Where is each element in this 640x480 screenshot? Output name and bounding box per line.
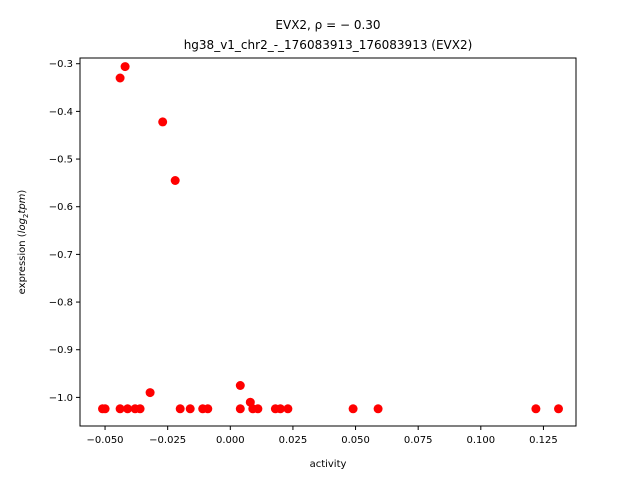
y-tick-label: −0.7 (49, 250, 73, 261)
y-axis-label: expression (log2tpm) (17, 190, 30, 295)
data-point-11 (175, 404, 185, 414)
x-tick-label: 0.025 (279, 435, 308, 446)
x-tick-label: 0.100 (466, 435, 495, 446)
data-point-23 (348, 404, 358, 414)
data-point-10 (145, 388, 155, 398)
plot-area-frame (79, 57, 577, 427)
data-point-26 (554, 404, 563, 414)
y-axis-label-tpm: tpm (17, 193, 28, 213)
x-tick-label: 0.075 (404, 435, 433, 446)
y-axis-label-prefix: expression ( (17, 233, 28, 294)
data-point-14 (203, 404, 213, 414)
x-tick-label: 0.050 (341, 435, 370, 446)
data-point-9 (170, 176, 180, 185)
x-tick-label: −0.050 (87, 435, 124, 446)
y-tick-label: −0.8 (49, 298, 73, 309)
x-tick-label: −0.025 (149, 435, 186, 446)
y-axis-label-sub: 2 (22, 214, 30, 218)
y-axis-ticks: −1.0 −0.9 −0.8 −0.7 −0.6 −0.5 −0.4 −0.3 (49, 59, 80, 404)
chart-title-line1: EVX2, ρ = − 0.30 (275, 18, 380, 32)
y-tick-label: −0.3 (49, 59, 73, 70)
data-point-5 (135, 404, 145, 414)
x-axis-label: activity (310, 459, 347, 470)
data-point-6 (115, 73, 125, 83)
y-axis-label-suffix: ) (17, 190, 28, 194)
data-points (98, 62, 563, 414)
data-point-16 (235, 404, 245, 414)
x-tick-label: 0.000 (216, 435, 245, 446)
data-point-7 (120, 62, 130, 72)
y-tick-label: −0.4 (49, 107, 73, 118)
data-point-8 (158, 117, 168, 127)
y-tick-label: −1.0 (49, 393, 73, 404)
x-tick-label: 0.125 (529, 435, 558, 446)
data-point-1 (100, 404, 110, 414)
y-axis-label-log: log (17, 218, 28, 233)
y-tick-label: −0.6 (49, 202, 73, 213)
y-tick-label: −0.9 (49, 345, 73, 356)
chart-title-line2: hg38_v1_chr2_-_176083913_176083913 (EVX2… (184, 38, 473, 52)
data-point-24 (373, 404, 383, 414)
data-point-15 (235, 381, 245, 390)
data-point-25 (531, 404, 541, 414)
x-axis-ticks: −0.050 −0.025 0.000 0.025 0.050 0.075 0.100 0.1… (87, 426, 558, 446)
y-tick-label: −0.5 (49, 155, 73, 166)
data-point-2 (115, 404, 125, 414)
data-point-21 (275, 404, 285, 414)
data-point-19 (253, 404, 263, 414)
data-point-12 (185, 404, 195, 414)
data-point-22 (283, 404, 293, 414)
data-point-3 (123, 404, 133, 414)
